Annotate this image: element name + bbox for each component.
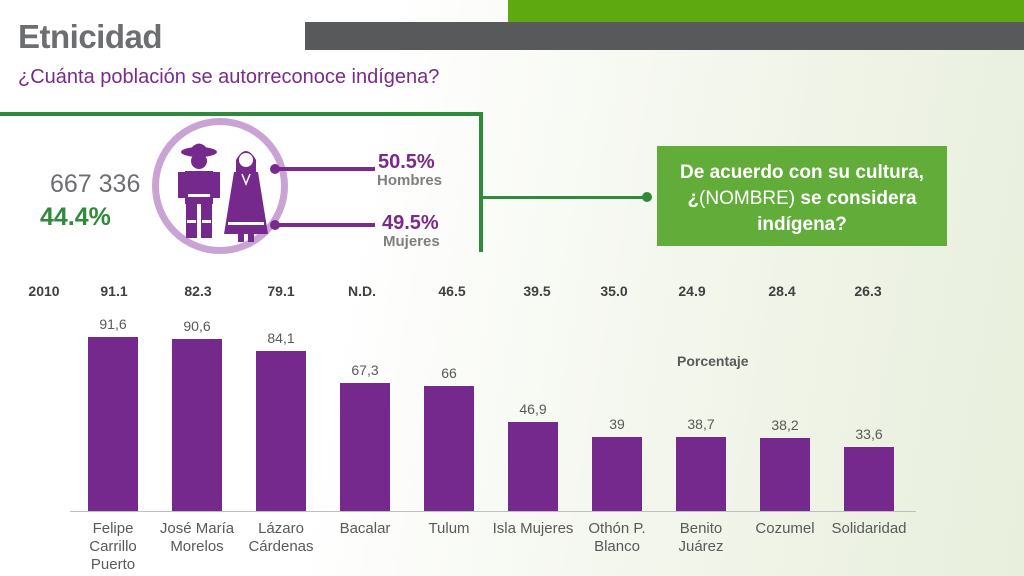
question-line-3: indígena? [757,214,847,235]
category-label-line: Tulum [428,520,470,537]
category-label-line: Bacalar [339,520,391,537]
category-label-line: Lázaro [258,520,304,537]
women-label: Mujeres [383,233,440,250]
bar-value-label: 67,3 [351,362,379,379]
bar-value-label: 46,9 [519,400,547,417]
bar-4 [340,383,390,511]
bar-value-label: 91,6 [99,315,127,332]
comparison-year-label: 2010 [28,283,60,299]
bar-2 [172,338,222,511]
population-count: 667 336 [50,170,141,198]
bar-value-label: 38,7 [687,416,715,433]
category-label-line: Cozumel [755,520,815,537]
bar-8 [676,437,726,511]
question-box: De acuerdo con su cultura, ¿(NOMBRE) se … [657,146,947,246]
population-percent: 44.4% [40,203,111,231]
bar-value-label: 90,6 [183,317,211,334]
bar-value-label: 38,2 [771,417,799,434]
question-connector-line [483,196,647,199]
category-label: Solidaridad [824,520,914,538]
bar-value-label: 84,1 [267,330,295,347]
question-line-2-end: se considera [795,188,917,209]
category-label-line: Juárez [678,538,724,555]
bracket-line-horizontal [0,112,483,116]
comparison-2010-value: 91.1 [100,283,128,299]
comparison-2010-value: 35.0 [600,283,628,299]
bar-value-label: 39 [609,415,625,432]
page-subtitle: ¿Cuánta población se autorreconoce indíg… [18,66,440,88]
question-line-1: De acuerdo con su cultura, [680,162,924,183]
page-title: Etnicidad [18,18,163,55]
category-label-line: Carrillo [89,538,137,555]
comparison-2010-value: 24.9 [678,283,706,299]
bar-7 [592,436,642,511]
man-figure-icon [178,143,220,238]
category-label-line: Solidaridad [831,520,907,537]
men-connector-line [275,167,375,171]
bar-5 [424,385,474,511]
women-connector-line [275,223,375,227]
comparison-2010-value: 82.3 [184,283,212,299]
figures-illustration [178,143,268,242]
category-label: Tulum [404,520,494,538]
category-label-line: Isla Mujeres [492,520,574,537]
category-label: Felipe Carrillo Puerto [68,520,158,574]
category-label: Bacalar [320,520,410,538]
category-label-line: José María [159,520,235,537]
category-label: Othón P. Blanco [572,520,662,556]
category-label-line: Blanco [594,538,640,555]
bracket-line-vertical [479,112,483,252]
bar-9 [760,438,810,511]
comparison-2010-value: 39.5 [523,283,551,299]
question-connector-dot [642,192,652,202]
category-label-line: Othón P. [588,520,646,537]
category-label-line: Benito [679,520,723,537]
bar-3 [256,351,306,511]
woman-figure-icon [224,151,268,242]
comparison-2010-value: 28.4 [768,283,796,299]
comparison-2010-value: N.D. [348,283,376,299]
comparison-2010-value: 46.5 [438,283,466,299]
header-gray-band [305,22,1024,50]
comparison-2010-value: 79.1 [267,283,295,299]
category-label-line: Morelos [170,538,224,555]
men-percent: 50.5% [378,151,435,173]
bar-10 [844,447,894,511]
header-green-band [508,0,1024,22]
category-label-line: Puerto [90,556,136,573]
question-open-mark: ¿ [687,188,700,209]
series-label: Porcentaje [677,353,749,369]
category-label-line: Cárdenas [248,538,314,555]
category-label: Lázaro Cárdenas [236,520,326,556]
bar-6 [508,421,558,511]
category-label: José María Morelos [152,520,242,556]
question-name-placeholder: (NOMBRE) [699,188,796,209]
bar-value-label: 33,6 [855,426,883,443]
gender-circle [152,118,288,254]
category-label: Benito Juárez [656,520,746,556]
bar-value-label: 66 [441,364,457,381]
question-line-2: ¿(NOMBRE) se considera [665,186,939,212]
bar-1 [88,336,138,511]
women-percent: 49.5% [382,212,439,234]
x-axis-line [70,511,916,512]
comparison-2010-value: 26.3 [854,283,882,299]
category-label-line: Felipe [92,520,134,537]
category-label: Isla Mujeres [488,520,578,538]
men-label: Hombres [377,172,443,189]
category-label: Cozumel [740,520,830,538]
